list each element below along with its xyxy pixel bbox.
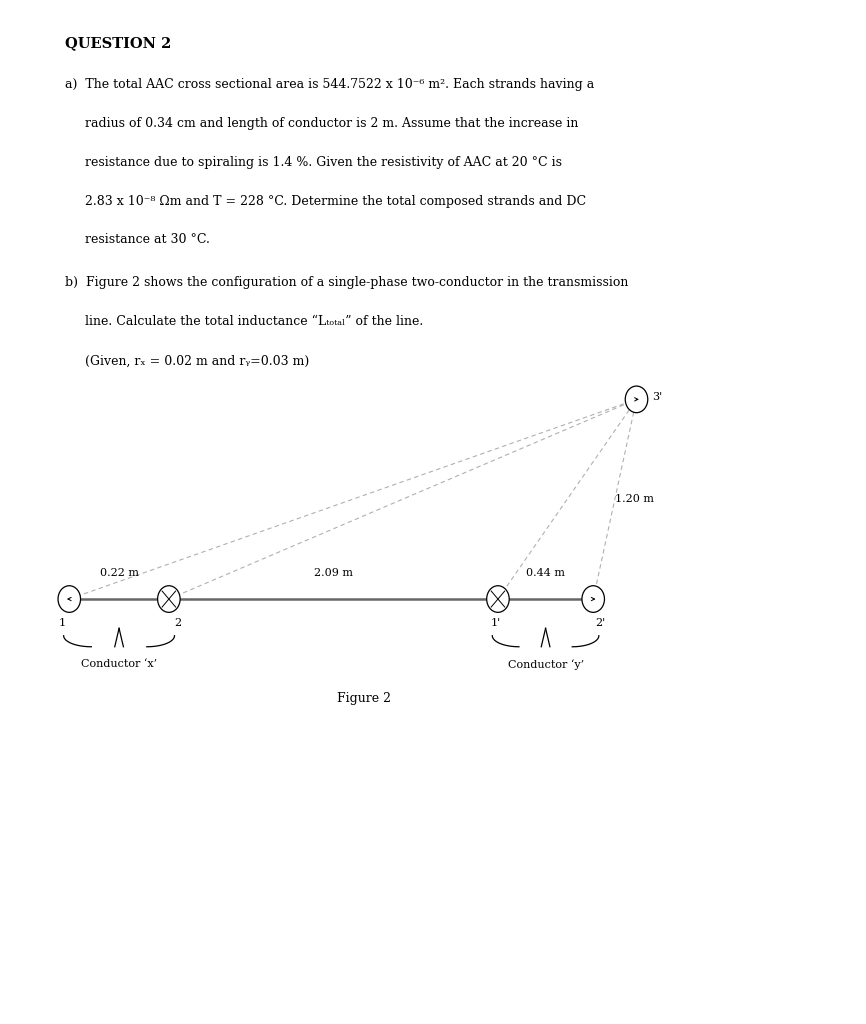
Text: 0.22 m: 0.22 m bbox=[100, 567, 139, 578]
Text: 3': 3' bbox=[652, 392, 662, 402]
Circle shape bbox=[625, 386, 648, 413]
Text: resistance at 30 °C.: resistance at 30 °C. bbox=[65, 233, 210, 247]
Circle shape bbox=[487, 586, 509, 612]
Text: 2': 2' bbox=[595, 618, 605, 629]
Text: (Given, rₓ = 0.02 m and rᵧ=0.03 m): (Given, rₓ = 0.02 m and rᵧ=0.03 m) bbox=[65, 354, 309, 368]
Text: 2.83 x 10⁻⁸ Ωm and T = 228 °C. Determine the total composed strands and DC: 2.83 x 10⁻⁸ Ωm and T = 228 °C. Determine… bbox=[65, 195, 586, 208]
Text: Conductor ‘y’: Conductor ‘y’ bbox=[507, 659, 584, 671]
Text: 1.20 m: 1.20 m bbox=[615, 495, 654, 504]
Text: 1': 1' bbox=[490, 618, 501, 629]
Text: radius of 0.34 cm and length of conductor is 2 m. Assume that the increase in: radius of 0.34 cm and length of conducto… bbox=[65, 117, 578, 130]
Text: Figure 2: Figure 2 bbox=[337, 692, 391, 706]
Circle shape bbox=[582, 586, 604, 612]
Text: resistance due to spiraling is 1.4 %. Given the resistivity of AAC at 20 °C is: resistance due to spiraling is 1.4 %. Gi… bbox=[65, 156, 562, 169]
Text: Conductor ‘x’: Conductor ‘x’ bbox=[81, 659, 157, 670]
Text: b)  Figure 2 shows the configuration of a single-phase two-conductor in the tran: b) Figure 2 shows the configuration of a… bbox=[65, 276, 629, 290]
Text: 2.09 m: 2.09 m bbox=[313, 567, 353, 578]
Circle shape bbox=[58, 586, 81, 612]
Text: 2: 2 bbox=[174, 618, 181, 629]
Text: a)  The total AAC cross sectional area is 544.7522 x 10⁻⁶ m². Each strands havin: a) The total AAC cross sectional area is… bbox=[65, 78, 594, 91]
Text: 0.44 m: 0.44 m bbox=[526, 567, 565, 578]
Text: line. Calculate the total inductance “Lₜₒₜₐₗ” of the line.: line. Calculate the total inductance “Lₜ… bbox=[65, 315, 423, 329]
Text: QUESTION 2: QUESTION 2 bbox=[65, 36, 171, 50]
Circle shape bbox=[158, 586, 180, 612]
Text: 1: 1 bbox=[59, 618, 66, 629]
